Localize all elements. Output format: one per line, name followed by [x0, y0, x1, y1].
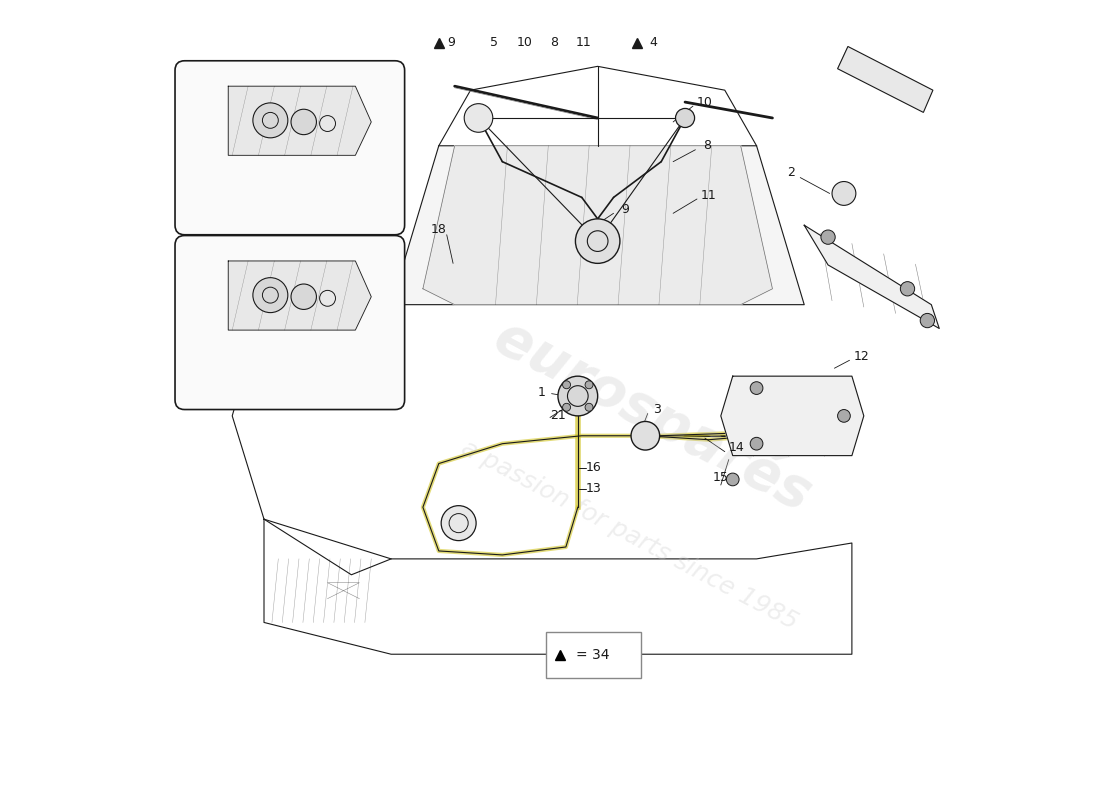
Circle shape — [441, 506, 476, 541]
Text: 21: 21 — [550, 410, 565, 422]
Text: 3: 3 — [653, 403, 661, 416]
Text: 30: 30 — [358, 68, 374, 81]
Circle shape — [558, 376, 597, 416]
Polygon shape — [229, 261, 372, 330]
Text: = 34: = 34 — [576, 648, 609, 662]
Circle shape — [320, 290, 336, 306]
Text: 9: 9 — [447, 36, 454, 49]
Circle shape — [585, 381, 593, 389]
Text: 10: 10 — [517, 36, 532, 49]
Text: 20: 20 — [231, 181, 246, 194]
Circle shape — [277, 358, 306, 386]
Text: 8: 8 — [550, 36, 558, 49]
Circle shape — [900, 282, 915, 296]
Text: 11: 11 — [575, 36, 591, 49]
Circle shape — [292, 110, 317, 134]
Circle shape — [292, 284, 317, 310]
Text: 5: 5 — [491, 36, 498, 49]
Text: 35: 35 — [182, 290, 197, 303]
FancyBboxPatch shape — [175, 235, 405, 410]
Circle shape — [832, 182, 856, 206]
Circle shape — [921, 314, 935, 328]
Text: 31: 31 — [239, 94, 254, 108]
Text: 19: 19 — [297, 318, 313, 330]
Text: 30: 30 — [358, 242, 374, 255]
Circle shape — [631, 422, 660, 450]
Text: 10: 10 — [697, 95, 713, 109]
Text: 16: 16 — [586, 461, 602, 474]
Text: a passion for parts since 1985: a passion for parts since 1985 — [456, 436, 802, 634]
Polygon shape — [422, 146, 772, 305]
Circle shape — [464, 104, 493, 132]
FancyBboxPatch shape — [546, 632, 641, 678]
Circle shape — [750, 382, 763, 394]
Circle shape — [253, 278, 288, 313]
Polygon shape — [837, 46, 933, 113]
Circle shape — [562, 403, 571, 411]
Polygon shape — [392, 146, 804, 305]
Text: 4: 4 — [649, 36, 657, 49]
Text: 17: 17 — [188, 114, 204, 127]
Text: 14: 14 — [729, 441, 745, 454]
Text: 9: 9 — [621, 203, 629, 216]
Text: eurosparés: eurosparés — [485, 310, 821, 522]
Text: 8: 8 — [703, 139, 712, 152]
Circle shape — [750, 438, 763, 450]
Circle shape — [821, 230, 835, 244]
Circle shape — [562, 381, 571, 389]
Text: 11: 11 — [701, 189, 717, 202]
Circle shape — [575, 219, 620, 263]
Polygon shape — [720, 376, 864, 456]
Text: 15: 15 — [713, 471, 728, 484]
Text: 1: 1 — [538, 386, 546, 398]
FancyBboxPatch shape — [175, 61, 405, 234]
Text: AN. 0 - 5076305: AN. 0 - 5076305 — [236, 221, 342, 234]
Circle shape — [837, 410, 850, 422]
Text: 13: 13 — [586, 482, 602, 495]
Circle shape — [585, 403, 593, 411]
Text: 12: 12 — [854, 350, 869, 363]
Polygon shape — [804, 226, 939, 329]
Polygon shape — [229, 86, 372, 155]
Text: 18: 18 — [431, 222, 447, 236]
Circle shape — [253, 103, 288, 138]
Text: 2: 2 — [786, 166, 794, 179]
Circle shape — [726, 473, 739, 486]
Circle shape — [320, 115, 336, 131]
Circle shape — [675, 109, 694, 127]
Circle shape — [469, 109, 488, 127]
Text: AN. 5076306 - 99999999: AN. 5076306 - 99999999 — [207, 395, 372, 408]
